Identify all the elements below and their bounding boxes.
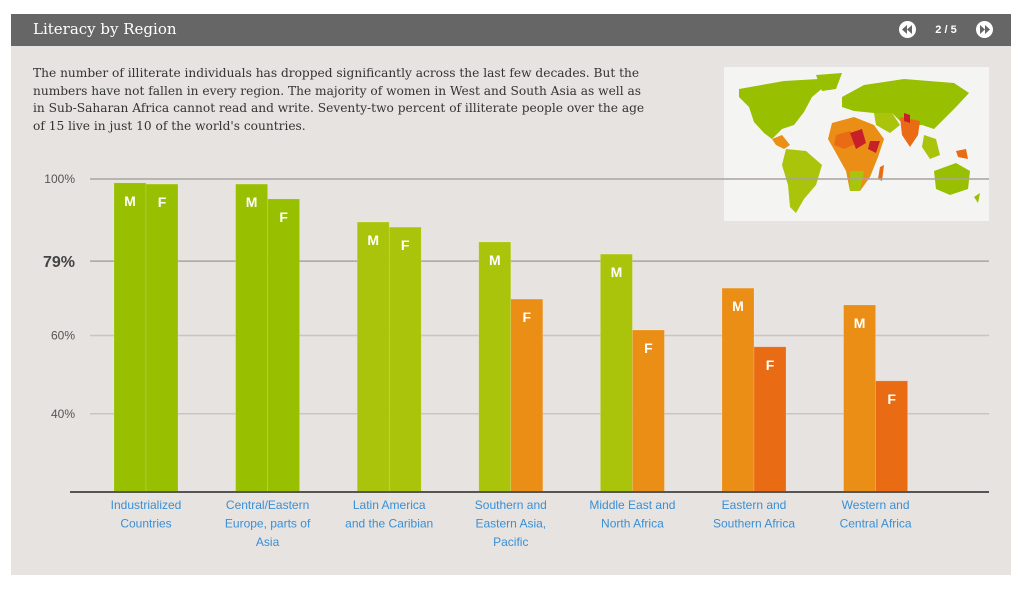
bar-f[interactable] — [145, 183, 179, 493]
bar-m[interactable] — [235, 183, 268, 493]
category-label[interactable]: Industrialized Countries — [111, 498, 182, 531]
page-title: Literacy by Region — [33, 20, 177, 38]
bar-m[interactable] — [356, 221, 390, 493]
slide-navigation: 2 / 5 — [899, 21, 993, 38]
bar-label: M — [489, 252, 501, 268]
y-tick-label: 40% — [51, 407, 75, 421]
bar-label: F — [887, 391, 896, 407]
bar-label: M — [732, 298, 744, 314]
world-map — [724, 67, 989, 221]
bar-f[interactable] — [753, 346, 787, 493]
bar-label: F — [523, 309, 532, 325]
bar-f[interactable] — [632, 329, 665, 493]
bar-label: F — [644, 340, 653, 356]
bar-f[interactable] — [510, 298, 544, 493]
bar-f[interactable] — [388, 226, 422, 493]
title-bar: Literacy by Region 2 / 5 — [11, 14, 1011, 46]
bar-m[interactable] — [600, 253, 633, 493]
bar-f[interactable] — [267, 198, 300, 493]
bar-m[interactable] — [113, 182, 147, 493]
page-indicator: 2 / 5 — [935, 23, 957, 36]
category-label[interactable]: Eastern and Southern Africa — [713, 498, 795, 531]
bar-f[interactable] — [875, 380, 908, 493]
world-map-icon — [739, 73, 980, 213]
fast-forward-icon — [980, 25, 990, 34]
category-label[interactable]: Middle East and North Africa — [589, 498, 675, 531]
intro-text: The number of illiterate individuals has… — [33, 66, 645, 133]
bar-label: F — [401, 237, 410, 253]
y-tick-label: 79% — [43, 254, 75, 271]
bar-label: M — [367, 232, 379, 248]
category-label[interactable]: Central/Eastern Europe, parts of Asia — [225, 498, 311, 549]
bar-label: M — [124, 193, 136, 209]
category-label[interactable]: Latin America and the Caribian — [345, 498, 433, 531]
bar-m[interactable] — [843, 304, 876, 493]
y-tick-label: 60% — [51, 329, 75, 343]
bar-label: F — [279, 209, 288, 225]
category-label[interactable]: Southern and Eastern Asia, Pacific — [475, 498, 547, 549]
y-tick-label: 100% — [44, 172, 75, 186]
bar-label: F — [766, 357, 775, 373]
bar-m[interactable] — [721, 287, 755, 493]
previous-button[interactable] — [899, 21, 916, 38]
rewind-icon — [902, 25, 912, 34]
next-button[interactable] — [976, 21, 993, 38]
bar-label: M — [854, 315, 866, 331]
bar-label: F — [158, 194, 167, 210]
bar-label: M — [611, 264, 623, 280]
category-label[interactable]: Western and Central Africa — [840, 498, 912, 531]
bar-m[interactable] — [478, 241, 512, 493]
bar-label: M — [246, 194, 258, 210]
